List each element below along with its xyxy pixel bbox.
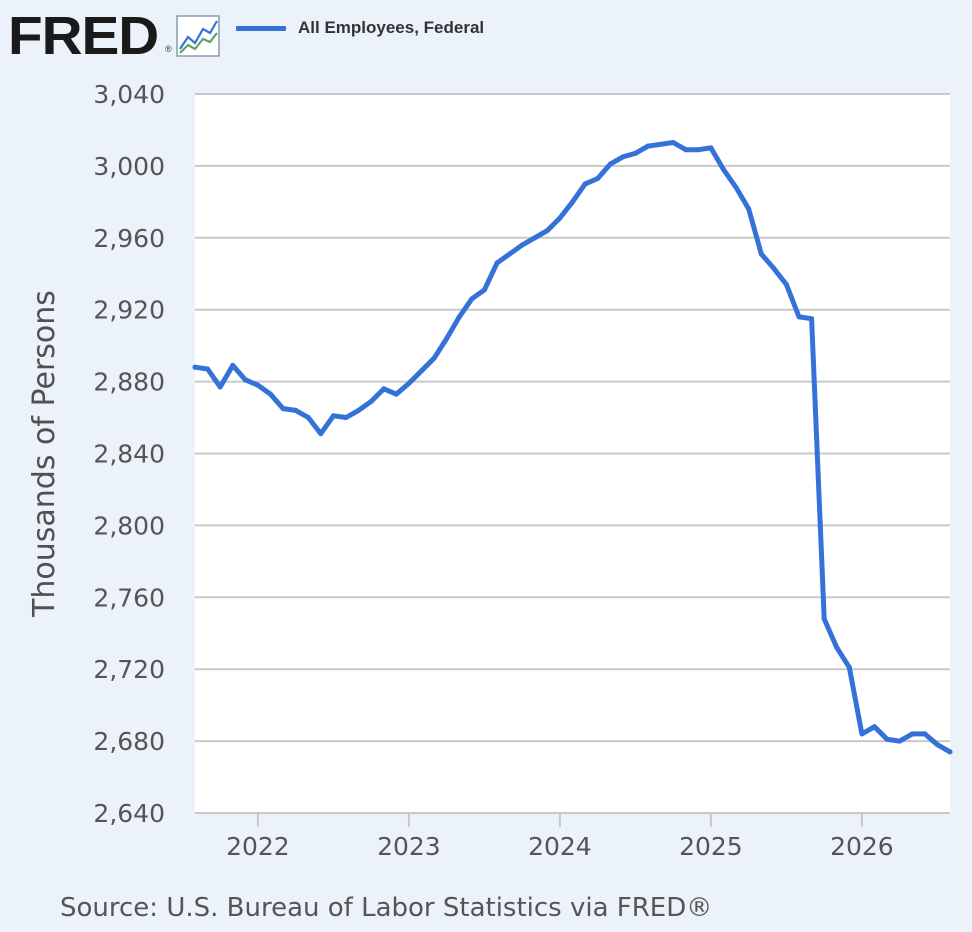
- data-point: [872, 724, 877, 730]
- data-point: [758, 251, 764, 257]
- x-tick-label: 2022: [226, 832, 290, 861]
- data-point: [632, 150, 638, 156]
- data-point: [821, 616, 827, 622]
- y-axis-title: Thousands of Persons: [27, 290, 62, 618]
- data-point: [683, 147, 689, 153]
- data-point: [293, 407, 299, 413]
- series-points: [192, 140, 953, 755]
- data-point: [242, 377, 248, 383]
- x-axis-ticks: 2022 2023 2024 2025 2026: [226, 813, 894, 861]
- data-point: [771, 265, 777, 271]
- y-tick-label: 2,960: [93, 224, 165, 253]
- data-point: [645, 143, 651, 149]
- data-point: [897, 738, 903, 744]
- data-point: [532, 235, 538, 241]
- y-tick-label: 3,040: [93, 80, 165, 109]
- data-point: [217, 384, 223, 390]
- data-point: [356, 407, 362, 413]
- y-tick-label: 2,800: [93, 511, 165, 540]
- logo-text: FRED: [8, 6, 159, 66]
- data-point: [406, 380, 412, 386]
- x-tick-label: 2024: [528, 832, 592, 861]
- data-point: [330, 413, 336, 419]
- legend-label: All Employees, Federal: [298, 18, 485, 37]
- data-point: [368, 398, 374, 404]
- y-tick-label: 2,920: [93, 296, 165, 325]
- line-chart: 2,640 2,680 2,720 2,760 2,800 2,840 2,880 2,920…: [27, 80, 953, 861]
- data-point: [658, 141, 664, 147]
- data-point: [695, 147, 701, 153]
- data-point: [393, 391, 399, 397]
- data-point: [783, 282, 789, 288]
- data-point: [582, 181, 588, 187]
- data-point: [192, 364, 198, 370]
- y-tick-label: 2,640: [93, 799, 165, 828]
- data-point: [444, 335, 450, 341]
- data-point: [846, 664, 852, 670]
- legend-swatch: [236, 25, 286, 31]
- data-point: [934, 742, 940, 748]
- data-point: [721, 166, 726, 172]
- data-point: [280, 406, 286, 412]
- data-point: [859, 731, 865, 737]
- data-point: [544, 228, 550, 234]
- logo-registered-mark: ®: [165, 44, 172, 54]
- data-point: [708, 145, 714, 151]
- data-point: [494, 260, 500, 266]
- data-point: [557, 215, 563, 221]
- data-point: [947, 749, 953, 755]
- data-point: [620, 154, 626, 160]
- grid-lines: [195, 93, 950, 814]
- data-point: [607, 161, 613, 167]
- data-point: [205, 366, 211, 372]
- y-axis-ticks: 2,640 2,680 2,720 2,760 2,800 2,840 2,880 2,920…: [93, 80, 165, 828]
- data-point: [570, 199, 575, 205]
- data-point: [255, 382, 261, 388]
- y-tick-label: 2,880: [93, 368, 165, 397]
- data-point: [733, 184, 739, 190]
- data-point: [381, 386, 387, 392]
- x-tick-label: 2025: [679, 832, 743, 861]
- y-tick-label: 3,000: [93, 152, 165, 181]
- data-point: [884, 736, 890, 742]
- y-tick-label: 2,720: [93, 655, 165, 684]
- y-tick-label: 2,840: [93, 440, 165, 469]
- data-point: [268, 391, 273, 397]
- data-point: [519, 242, 525, 248]
- data-point: [746, 206, 752, 212]
- data-point: [922, 731, 928, 737]
- x-tick-label: 2023: [377, 832, 441, 861]
- data-point: [595, 175, 601, 181]
- fred-logo[interactable]: FRED: [8, 6, 159, 66]
- data-point: [796, 314, 802, 320]
- chart-legend: All Employees, Federal: [236, 18, 484, 38]
- data-point: [456, 314, 462, 320]
- data-point: [305, 415, 311, 421]
- data-point: [419, 368, 424, 374]
- source-note: Source: U.S. Bureau of Labor Statistics …: [60, 893, 713, 923]
- y-tick-label: 2,760: [93, 583, 165, 612]
- data-point: [834, 645, 840, 651]
- y-tick-label: 2,680: [93, 727, 165, 756]
- data-point: [481, 287, 487, 293]
- data-point: [431, 355, 437, 361]
- data-point: [230, 362, 236, 368]
- data-point: [343, 415, 349, 421]
- x-tick-label: 2026: [830, 832, 894, 861]
- data-point: [670, 140, 676, 146]
- data-point: [909, 731, 915, 737]
- data-point: [809, 316, 815, 322]
- data-point: [507, 251, 513, 257]
- data-point: [469, 296, 475, 302]
- data-point: [318, 431, 324, 437]
- line-chart-icon: [176, 15, 220, 57]
